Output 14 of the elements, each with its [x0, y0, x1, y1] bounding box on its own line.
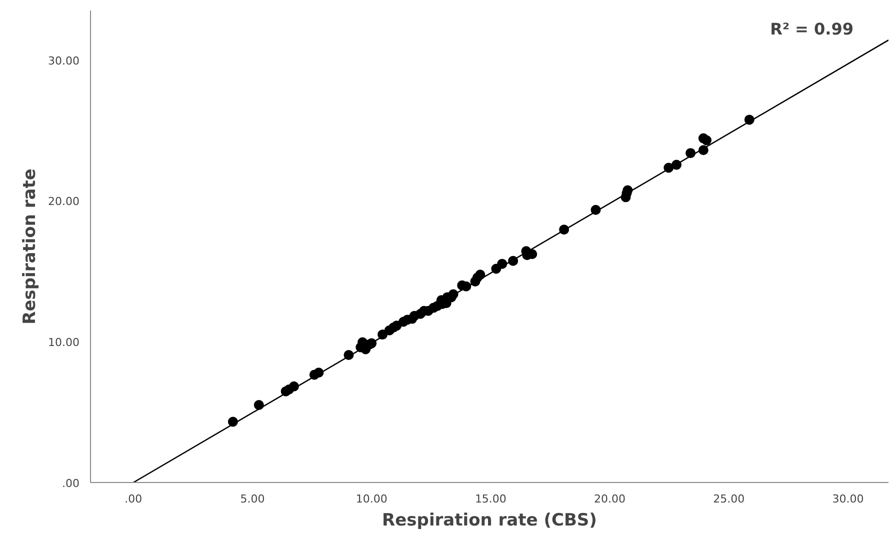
y-axis-title: Respiration rate	[20, 168, 40, 324]
x-tick-label: 25.00	[713, 492, 745, 506]
y-tick-label: .00	[62, 477, 80, 490]
x-tick-label: 15.00	[474, 492, 506, 506]
x-tick-label: 10.00	[356, 492, 388, 506]
x-tick-label: 5.00	[240, 492, 265, 506]
x-tick-label: .00	[124, 492, 142, 506]
y-tick-label: 10.00	[48, 336, 80, 350]
y-tick-label: 20.00	[48, 195, 80, 208]
y-tick-label: 30.00	[48, 54, 80, 68]
annotation: R² = 0.99	[770, 20, 854, 38]
x-axis-title: Respiration rate (CBS)	[382, 510, 597, 530]
x-tick-label: 20.00	[594, 492, 626, 506]
x-tick-label: 30.00	[832, 492, 864, 506]
